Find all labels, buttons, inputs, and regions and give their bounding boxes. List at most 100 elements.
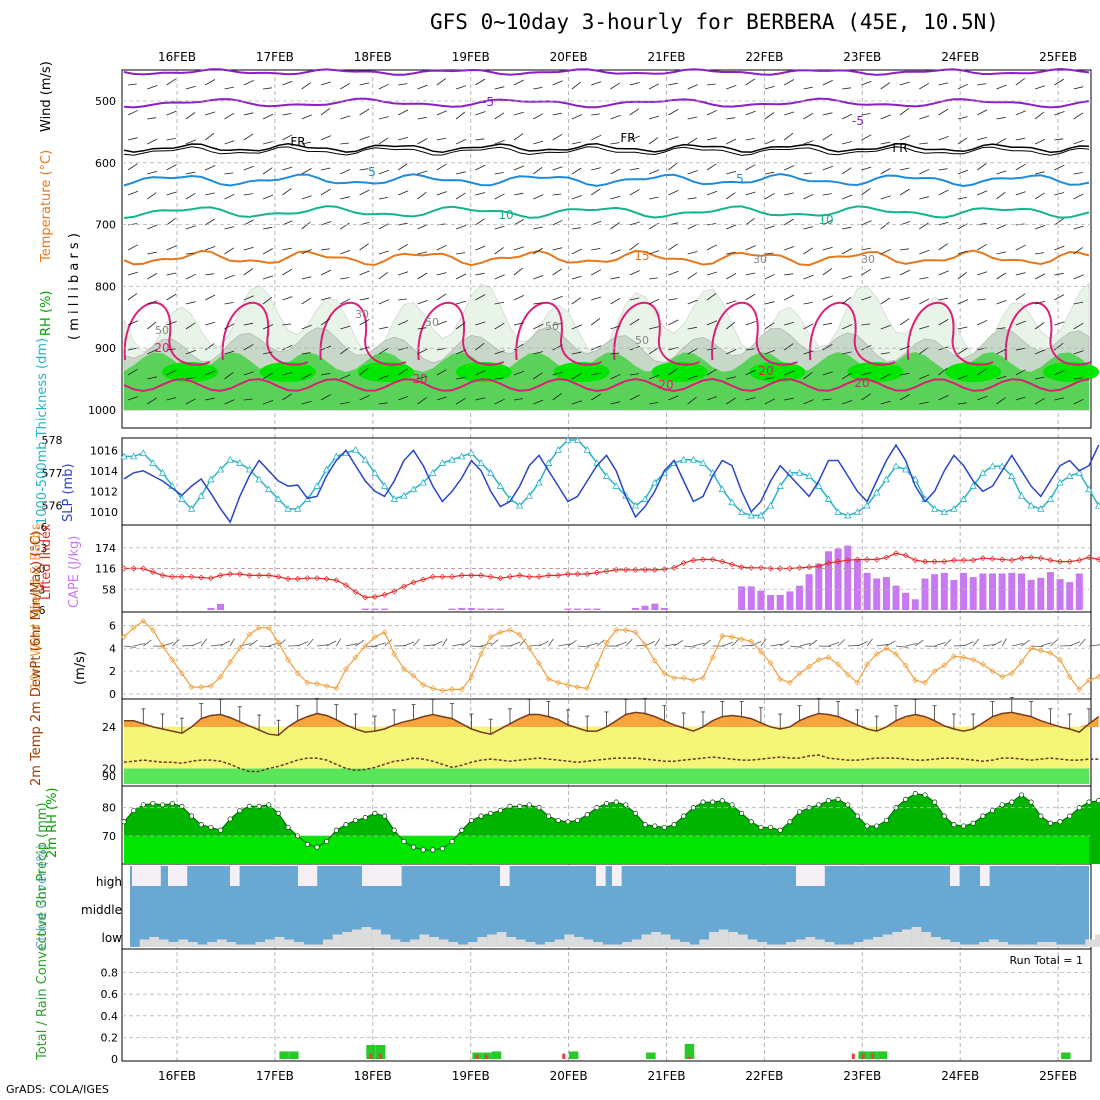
wind-barb	[1088, 644, 1100, 647]
cape-bar	[757, 590, 765, 610]
wind-barb	[1054, 272, 1064, 276]
ylabel-precip: Total / Rain Convective 3hr Precip (mm)	[35, 802, 50, 1061]
lifted-index-point	[902, 552, 909, 559]
wind-barb	[745, 164, 756, 171]
precip-convective-bar	[851, 1053, 855, 1059]
rh-point	[584, 812, 590, 818]
wind-speed-point	[902, 662, 909, 669]
wind-barb	[1054, 245, 1065, 251]
wind-barb	[436, 293, 447, 301]
rh-point	[777, 827, 783, 833]
wind-barb	[243, 80, 254, 86]
thickness-point	[158, 468, 167, 476]
wind-barb	[861, 393, 871, 401]
wind-barb	[436, 320, 447, 326]
wind-barb	[1011, 643, 1024, 647]
thickness-point	[824, 495, 833, 502]
cape-bar	[834, 548, 842, 610]
rh-point	[999, 802, 1005, 808]
wind-barb	[957, 402, 967, 405]
wind-barb	[224, 274, 235, 280]
cloud-low	[197, 944, 208, 947]
wind-barb	[490, 639, 499, 647]
wind-barb	[533, 372, 543, 380]
isotherm-20	[711, 301, 798, 366]
wind-barb	[1054, 111, 1065, 116]
wind-barb	[513, 133, 524, 141]
lifted-index-point	[1018, 555, 1025, 562]
rh-point	[623, 802, 629, 808]
cape-bar	[1075, 573, 1083, 610]
pressure-tick: 1000	[88, 404, 116, 417]
wind-barb	[571, 324, 583, 330]
wind-barb	[861, 80, 872, 86]
wind-barb	[301, 114, 312, 120]
wind-barb	[166, 321, 177, 326]
wind-barb	[841, 400, 853, 405]
wind-barb	[166, 78, 177, 86]
wind-barb	[722, 641, 734, 647]
isotherm-20	[1004, 301, 1092, 366]
cape-bar	[786, 591, 794, 610]
wind-barb	[706, 320, 718, 326]
wind-barb	[378, 271, 389, 280]
wind-barb	[1015, 191, 1026, 196]
wind-barb	[1040, 642, 1052, 647]
wind-speed-point	[671, 675, 678, 681]
wind-barb	[1073, 172, 1083, 175]
wind-barb	[1073, 247, 1083, 255]
wind-barb	[654, 638, 661, 647]
thickness-point	[728, 498, 736, 506]
wind-barb	[224, 86, 234, 90]
wind-barb	[127, 396, 139, 401]
cloud-low	[236, 944, 246, 947]
wind-barb	[224, 193, 235, 200]
wind-barb	[596, 639, 605, 647]
wind-barb	[610, 142, 620, 145]
wind-barb	[784, 165, 795, 171]
wind-barb	[591, 345, 602, 351]
wind-barb	[668, 368, 678, 376]
wind-barb	[899, 318, 910, 326]
rh-contour-label: 30	[861, 253, 875, 266]
lifted-index-point	[864, 556, 871, 563]
lifted-index-point	[1047, 557, 1054, 564]
wind-barb	[1015, 320, 1026, 326]
thickness-point	[805, 472, 813, 479]
wind-barb	[127, 109, 139, 116]
wind-speed-point	[478, 651, 485, 657]
wind-barb	[880, 373, 891, 380]
wind-barb	[880, 249, 891, 255]
thickness-point	[747, 511, 755, 519]
wind-barb	[423, 644, 436, 647]
wind-barb	[378, 326, 389, 330]
wind-barb	[977, 136, 988, 141]
thickness-tick: 578	[42, 434, 63, 447]
cloud-low	[245, 944, 256, 947]
wind-barb	[880, 195, 891, 200]
cloud-low	[612, 944, 623, 947]
wind-barb	[471, 645, 484, 648]
lifted-index-point	[304, 575, 311, 582]
thickness-point	[274, 495, 283, 502]
wind-barb	[822, 80, 833, 86]
wind-barb	[359, 319, 370, 326]
ylabel-lifted: Lifted Index	[39, 523, 54, 600]
credit-label: GrADS: COLA/IGES	[6, 1083, 109, 1096]
wind-barb	[919, 196, 929, 200]
wind-barb	[861, 113, 871, 116]
cloud-low	[602, 944, 613, 947]
rh-point	[970, 820, 976, 826]
wind-speed-point	[207, 683, 214, 689]
cloud-low	[477, 937, 488, 947]
rh-point	[941, 813, 947, 819]
wind-barb	[841, 113, 853, 120]
cloud-panel: high middle low	[81, 866, 1100, 947]
lifted-index-point	[709, 556, 716, 563]
wind-barb	[513, 267, 523, 276]
thickness-point	[245, 465, 254, 473]
isotherm-20-lower	[123, 377, 1090, 393]
wind-barb	[185, 139, 197, 145]
wind-barb	[649, 402, 659, 405]
wind-barb	[456, 376, 466, 380]
